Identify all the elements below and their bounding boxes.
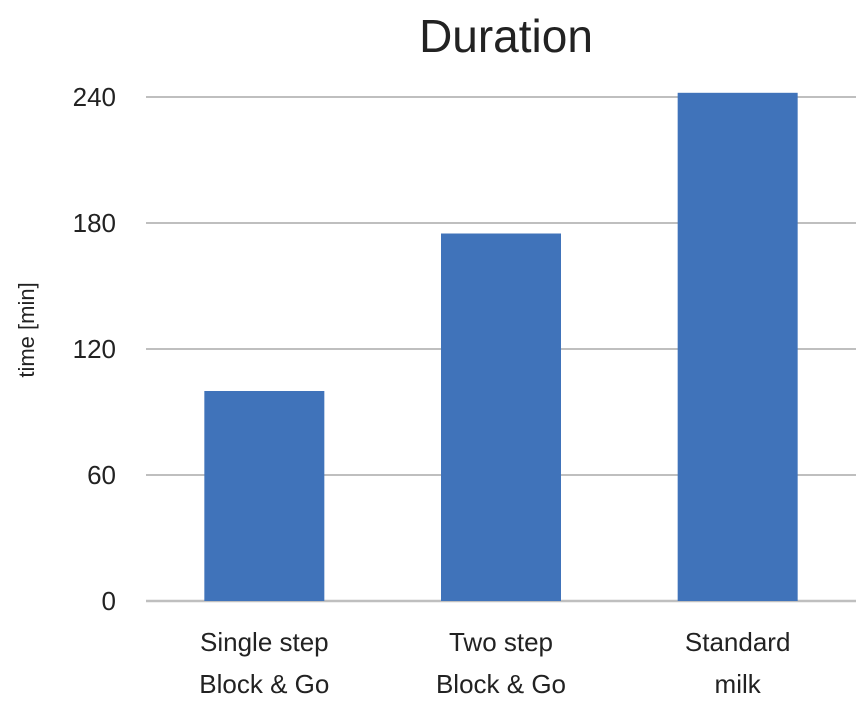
y-tick-label: 180 (73, 208, 116, 238)
y-tick-labels: 0 60 120 180 240 (73, 82, 116, 616)
x-tick-label: Block & Go (436, 669, 566, 699)
bar (204, 391, 325, 601)
y-tick-label: 120 (73, 334, 116, 364)
bar (441, 233, 561, 601)
x-tick-label: Block & Go (199, 669, 329, 699)
bar (677, 92, 798, 602)
x-tick-label: Single step (200, 627, 329, 657)
x-tick-label: milk (715, 669, 762, 699)
bars (204, 92, 798, 602)
y-tick-label: 0 (102, 586, 116, 616)
x-tick-labels: Single step Block & Go Two step Block & Go S… (199, 627, 790, 699)
chart-title: Duration (419, 10, 593, 62)
x-tick-label: Two step (449, 627, 553, 657)
y-tick-label: 240 (73, 82, 116, 112)
y-axis-title: time [min] (14, 282, 39, 377)
y-tick-label: 60 (87, 460, 116, 490)
x-tick-label: Standard (685, 627, 791, 657)
